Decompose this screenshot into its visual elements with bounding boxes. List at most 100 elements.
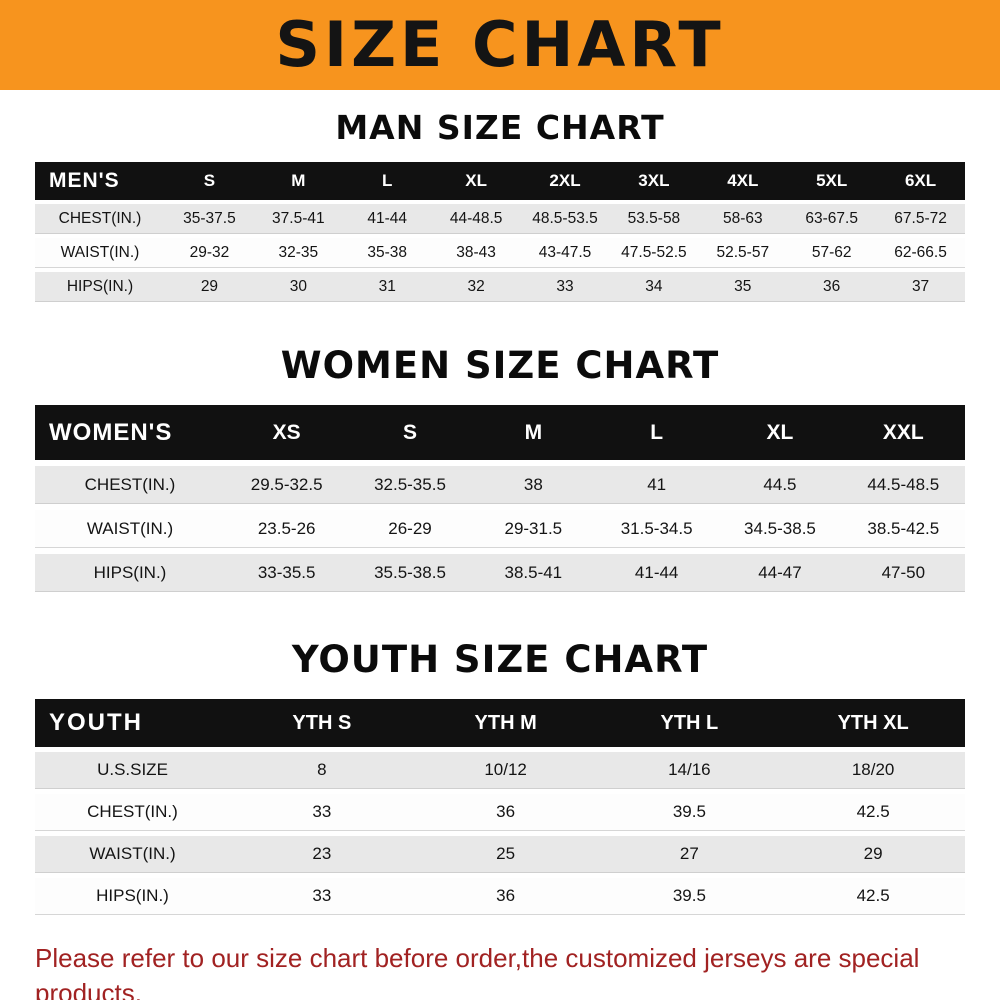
size-value: 35 bbox=[734, 277, 752, 295]
youth-table-header-row: YOUTH YTH S YTH M YTH L YTH XL bbox=[35, 699, 965, 747]
row-label: WAIST(IN.) bbox=[86, 518, 174, 538]
row-label: CHEST(IN.) bbox=[58, 209, 142, 227]
size-value: 42.5 bbox=[856, 802, 890, 821]
banner: SIZE CHART bbox=[0, 0, 1000, 90]
men-col-header: 6XL bbox=[904, 171, 937, 190]
youth-hips-row: HIPS(IN.) 33 36 39.5 42.5 bbox=[35, 878, 965, 915]
row-label: HIPS(IN.) bbox=[96, 886, 169, 905]
size-value: 44.5-48.5 bbox=[867, 474, 940, 494]
men-col-header: 5XL bbox=[816, 171, 848, 190]
size-value: 58-63 bbox=[722, 209, 763, 227]
size-value: 53.5-58 bbox=[627, 209, 681, 227]
size-value: 32-35 bbox=[278, 243, 319, 261]
size-value: 67.5-72 bbox=[894, 209, 947, 227]
size-value: 34.5-38.5 bbox=[744, 518, 816, 538]
size-value: 63-67.5 bbox=[805, 209, 858, 227]
size-value: 10/12 bbox=[484, 760, 527, 779]
size-value: 29-31.5 bbox=[504, 518, 563, 538]
size-value: 44.5 bbox=[763, 474, 797, 494]
youth-corner-label: YOUTH bbox=[49, 709, 143, 736]
women-corner-label: WOMEN'S bbox=[49, 418, 173, 446]
row-label: CHEST(IN.) bbox=[87, 802, 178, 821]
men-corner-label: MEN'S bbox=[49, 169, 120, 192]
size-value: 42.5 bbox=[856, 886, 890, 905]
youth-size-table: YOUTH YTH S YTH M YTH L YTH XL U.S.SIZE … bbox=[35, 699, 965, 915]
women-table-header-row: WOMEN'S XS S M L XL XXL bbox=[35, 405, 965, 460]
men-hips-row: HIPS(IN.) 29 30 31 32 33 34 35 36 37 bbox=[35, 272, 965, 302]
size-value: 35-38 bbox=[367, 243, 408, 261]
row-label: HIPS(IN.) bbox=[66, 277, 134, 295]
size-value: 43-47.5 bbox=[538, 243, 592, 261]
women-col-header: XL bbox=[766, 420, 794, 444]
size-value: 37 bbox=[911, 277, 930, 295]
men-table-header-row: MEN'S S M L XL 2XL 3XL 4XL 5XL 6XL bbox=[35, 162, 965, 200]
row-label: WAIST(IN.) bbox=[60, 243, 140, 261]
size-value: 31 bbox=[378, 277, 396, 295]
size-value: 48.5-53.5 bbox=[532, 209, 598, 227]
size-value: 36 bbox=[496, 886, 516, 905]
size-value: 39.5 bbox=[672, 886, 706, 905]
women-col-header: S bbox=[402, 420, 417, 444]
size-value: 8 bbox=[317, 760, 327, 779]
women-col-header: M bbox=[524, 420, 543, 444]
men-col-header: 4XL bbox=[727, 171, 759, 190]
size-value: 35.5-38.5 bbox=[374, 562, 446, 582]
size-value: 25 bbox=[496, 844, 516, 863]
row-label: WAIST(IN.) bbox=[89, 844, 176, 863]
size-value: 38.5-42.5 bbox=[867, 518, 940, 538]
size-value: 33 bbox=[312, 802, 332, 821]
youth-section-heading: YOUTH SIZE CHART bbox=[291, 638, 709, 681]
men-col-header: L bbox=[382, 171, 393, 190]
youth-col-header: YTH XL bbox=[837, 711, 909, 734]
size-value: 38.5-41 bbox=[504, 562, 563, 582]
row-label: CHEST(IN.) bbox=[84, 474, 176, 494]
size-value: 29.5-32.5 bbox=[250, 474, 323, 494]
size-value: 27 bbox=[679, 844, 699, 863]
size-value: 62-66.5 bbox=[894, 243, 947, 261]
banner-title: SIZE CHART bbox=[275, 8, 725, 81]
size-value: 29-32 bbox=[189, 243, 230, 261]
women-col-header: XS bbox=[272, 420, 301, 444]
size-value: 36 bbox=[823, 277, 841, 295]
size-value: 47-50 bbox=[881, 562, 926, 582]
size-value: 36 bbox=[496, 802, 516, 821]
size-value: 39.5 bbox=[672, 802, 706, 821]
women-section-heading: WOMEN SIZE CHART bbox=[280, 344, 720, 387]
size-value: 37.5-41 bbox=[272, 209, 325, 227]
youth-col-header: YTH L bbox=[660, 711, 719, 734]
size-value: 30 bbox=[289, 277, 307, 295]
size-value: 38 bbox=[523, 474, 543, 494]
youth-ussize-row: U.S.SIZE 8 10/12 14/16 18/20 bbox=[35, 752, 965, 789]
size-value: 32 bbox=[467, 277, 485, 295]
men-size-table: MEN'S S M L XL 2XL 3XL 4XL 5XL 6XL CHEST… bbox=[35, 162, 965, 302]
size-value: 14/16 bbox=[668, 760, 711, 779]
youth-col-header: YTH S bbox=[292, 711, 352, 734]
size-value: 34 bbox=[645, 277, 663, 295]
men-waist-row: WAIST(IN.) 29-32 32-35 35-38 38-43 43-47… bbox=[35, 238, 965, 268]
size-value: 33-35.5 bbox=[257, 562, 316, 582]
size-value: 26-29 bbox=[388, 518, 432, 538]
row-label: U.S.SIZE bbox=[97, 760, 168, 779]
youth-chest-row: CHEST(IN.) 33 36 39.5 42.5 bbox=[35, 794, 965, 831]
men-col-header: 2XL bbox=[549, 171, 581, 190]
size-value: 35-37.5 bbox=[183, 209, 236, 227]
size-value: 52.5-57 bbox=[716, 243, 770, 261]
women-waist-row: WAIST(IN.) 23.5-26 26-29 29-31.5 31.5-34… bbox=[35, 510, 965, 548]
man-section-heading: MAN SIZE CHART bbox=[335, 108, 665, 147]
youth-waist-row: WAIST(IN.) 23 25 27 29 bbox=[35, 836, 965, 873]
size-value: 23.5-26 bbox=[257, 518, 316, 538]
size-value: 32.5-35.5 bbox=[374, 474, 446, 494]
footer-note-line1: Please refer to our size chart before or… bbox=[35, 943, 920, 1000]
women-hips-row: HIPS(IN.) 33-35.5 35.5-38.5 38.5-41 41-4… bbox=[35, 554, 965, 592]
men-chest-row: CHEST(IN.) 35-37.5 37.5-41 41-44 44-48.5… bbox=[35, 204, 965, 234]
women-chest-row: CHEST(IN.) 29.5-32.5 32.5-35.5 38 41 44.… bbox=[35, 466, 965, 504]
size-value: 57-62 bbox=[811, 243, 852, 261]
men-col-header: 3XL bbox=[638, 171, 670, 190]
row-label: HIPS(IN.) bbox=[93, 562, 167, 582]
men-col-header: S bbox=[203, 171, 216, 190]
youth-col-header: YTH M bbox=[474, 711, 537, 734]
size-value: 44-47 bbox=[758, 562, 802, 582]
size-value: 33 bbox=[312, 886, 332, 905]
women-size-table: WOMEN'S XS S M L XL XXL CHEST(IN.) 29.5-… bbox=[35, 405, 965, 592]
